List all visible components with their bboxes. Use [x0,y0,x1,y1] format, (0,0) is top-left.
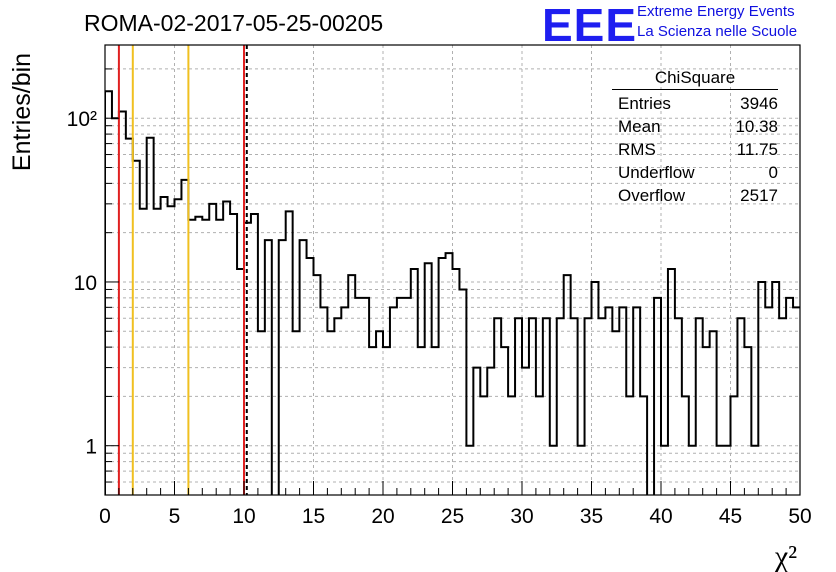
y-axis-label: Entries/bin [8,53,36,171]
x-tick-label: 20 [371,505,394,528]
eee-logo: EEE [542,0,638,51]
marker-lines [117,45,248,495]
x-tick-label: 35 [580,505,603,528]
x-tick-label: 45 [719,505,742,528]
histogram-series [105,90,800,495]
stats-label: Underflow [618,163,695,182]
axes [104,44,801,496]
stats-label: Mean [618,117,661,136]
x-tick-label: 30 [510,505,533,528]
logo-line-1: Extreme Energy Events [637,3,795,20]
stats-box: ChiSquare Entries 3946 Mean 10.38 RMS 11… [612,68,778,207]
x-tick-label: 10 [232,505,255,528]
y-tick-label: 10 [74,272,97,295]
x-tick-label: 25 [441,505,464,528]
logo-line-2: La Scienza nelle Scuole [637,23,798,40]
y-tick-label: 1 [85,436,97,459]
x-axis-label: χ² [774,540,797,572]
stats-row-mean: Mean 10.38 [612,115,778,138]
stats-value: 3946 [740,94,778,113]
y-tick-label: 10² [67,108,97,131]
stats-label: Overflow [618,186,686,205]
x-tick-label: 50 [788,505,811,528]
x-tick-label: 15 [302,505,325,528]
chart-title: ROMA-02-2017-05-25-00205 [84,10,384,36]
stats-row-entries: Entries 3946 [612,92,778,115]
stats-row-underflow: Underflow 0 [612,161,778,184]
stats-value: 2517 [740,186,778,205]
plot-frame [104,44,801,496]
grid-lines [105,45,800,496]
histogram-outline [105,90,800,495]
x-tick-labels: 0 5 10 15 20 25 30 35 40 45 50 [99,505,812,528]
stats-label: Entries [618,94,671,113]
stats-label: RMS [618,140,656,159]
x-tick-label: 40 [649,505,672,528]
stats-title: ChiSquare [612,68,778,90]
stats-value: 10.38 [735,117,778,136]
stats-row-overflow: Overflow 2517 [612,184,778,207]
y-tick-labels: 1 10 10² [67,108,97,458]
stats-value: 0 [768,163,778,182]
x-tick-label: 5 [169,505,181,528]
x-tick-label: 0 [99,505,111,528]
stats-row-rms: RMS 11.75 [612,138,778,161]
stats-value: 11.75 [736,140,778,159]
